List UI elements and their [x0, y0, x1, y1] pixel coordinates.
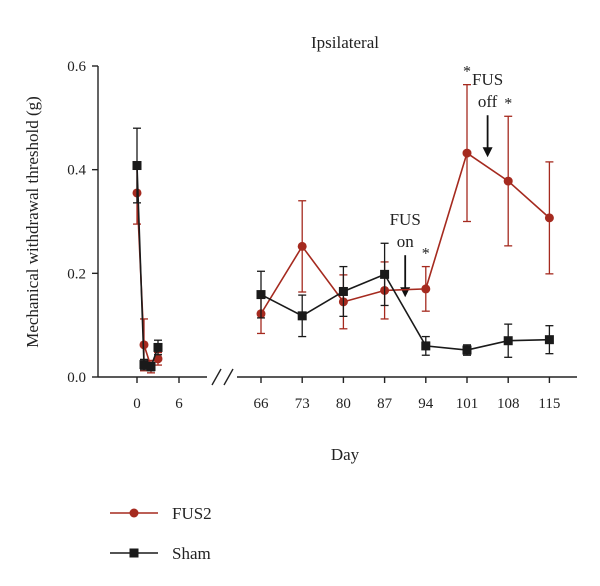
legend: FUS2 Sham	[110, 504, 212, 563]
annotation-text: off	[478, 92, 498, 111]
data-point	[153, 342, 163, 352]
x-tick-label: 87	[377, 396, 393, 412]
data-point	[139, 360, 149, 370]
y-tick-label: 0.0	[67, 370, 86, 386]
significance-star: *	[422, 246, 430, 263]
data-point	[153, 354, 163, 364]
y-tick-label: 0.2	[67, 266, 86, 282]
x-tick-label: 115	[538, 396, 560, 412]
axis-break-mark	[223, 368, 234, 386]
data-point	[462, 345, 472, 355]
y-tick-label: 0.4	[67, 163, 86, 179]
arrow-head	[400, 287, 411, 298]
series-sham	[132, 127, 554, 372]
data-point	[503, 336, 513, 346]
data-point	[297, 311, 307, 321]
chart-title: Ipsilateral	[311, 33, 379, 52]
x-tick-label: 6	[175, 396, 183, 412]
data-point	[129, 548, 139, 558]
data-point	[132, 161, 142, 171]
series-line-late	[260, 151, 550, 315]
annotation-text: FUS	[390, 210, 421, 229]
arrow-head	[482, 147, 493, 158]
x-tick-label: 0	[133, 396, 141, 412]
x-axis-label: Day	[331, 445, 360, 464]
data-point	[421, 284, 431, 294]
data-point	[297, 241, 307, 251]
y-tick-label: 0.6	[67, 59, 86, 75]
x-tick-label: 66	[254, 396, 270, 412]
data-point	[380, 269, 390, 279]
legend-item-sham: Sham	[110, 544, 211, 563]
fus-on-annotation: FUS on	[390, 210, 421, 298]
legend-label: Sham	[172, 544, 211, 563]
series-line-late	[260, 273, 550, 351]
data-point	[421, 341, 431, 351]
significance-star: *	[504, 95, 512, 112]
annotation-text: on	[397, 232, 415, 251]
axis-break-mark	[211, 368, 222, 386]
x-tick-label: 101	[456, 396, 479, 412]
series-fus2	[132, 84, 554, 374]
data-point	[462, 148, 472, 158]
data-point	[338, 286, 348, 296]
data-point	[129, 508, 139, 518]
significance-star: *	[463, 64, 471, 81]
data-point	[503, 176, 513, 186]
x-tick-label: 94	[418, 396, 434, 412]
data-point	[256, 290, 266, 300]
legend-label: FUS2	[172, 504, 212, 523]
data-point	[544, 213, 554, 223]
x-tick-label: 73	[295, 396, 310, 412]
series-layer	[132, 84, 554, 374]
data-point	[544, 335, 554, 345]
x-tick-label: 80	[336, 396, 351, 412]
x-tick-label: 108	[497, 396, 520, 412]
axes: 0.00.20.40.60 6 66 73 80 87 94 101 108 115	[67, 59, 577, 412]
data-point	[146, 362, 156, 372]
fus-off-annotation: FUS off	[472, 70, 503, 158]
annotation-text: FUS	[472, 70, 503, 89]
legend-item-fus2: FUS2	[110, 504, 212, 523]
y-axis-label: Mechanical withdrawal threshold (g)	[23, 96, 42, 348]
